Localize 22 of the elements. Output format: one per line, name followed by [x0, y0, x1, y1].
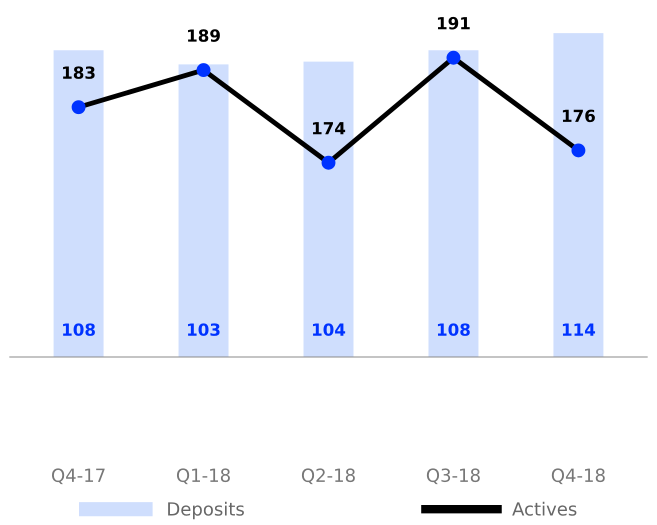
data-label: 103	[188, 323, 220, 336]
bar	[428, 50, 478, 357]
bar	[54, 50, 104, 357]
data-label: 191	[438, 16, 470, 30]
bar	[178, 64, 229, 357]
data-label: 176	[562, 110, 595, 122]
data-label: 183	[63, 66, 95, 79]
data-label: 104	[312, 323, 346, 336]
data-label: 189	[188, 29, 220, 42]
data-label: 108	[63, 323, 95, 336]
legend-label: Actives	[512, 502, 576, 516]
data-label: 174	[312, 122, 346, 134]
data-label: 108	[438, 323, 470, 336]
x-tick-label: Q3-18	[426, 468, 480, 484]
x-tick-label: Q4-17	[52, 468, 105, 484]
x-tick-label: Q4-18	[552, 468, 605, 484]
data-label: 114	[562, 324, 596, 336]
x-tick-label: Q2-18	[302, 468, 355, 484]
bar	[304, 62, 354, 357]
x-tick-label: Q1-18	[176, 468, 230, 484]
legend-label: Deposits	[168, 502, 244, 520]
bar	[553, 33, 604, 357]
